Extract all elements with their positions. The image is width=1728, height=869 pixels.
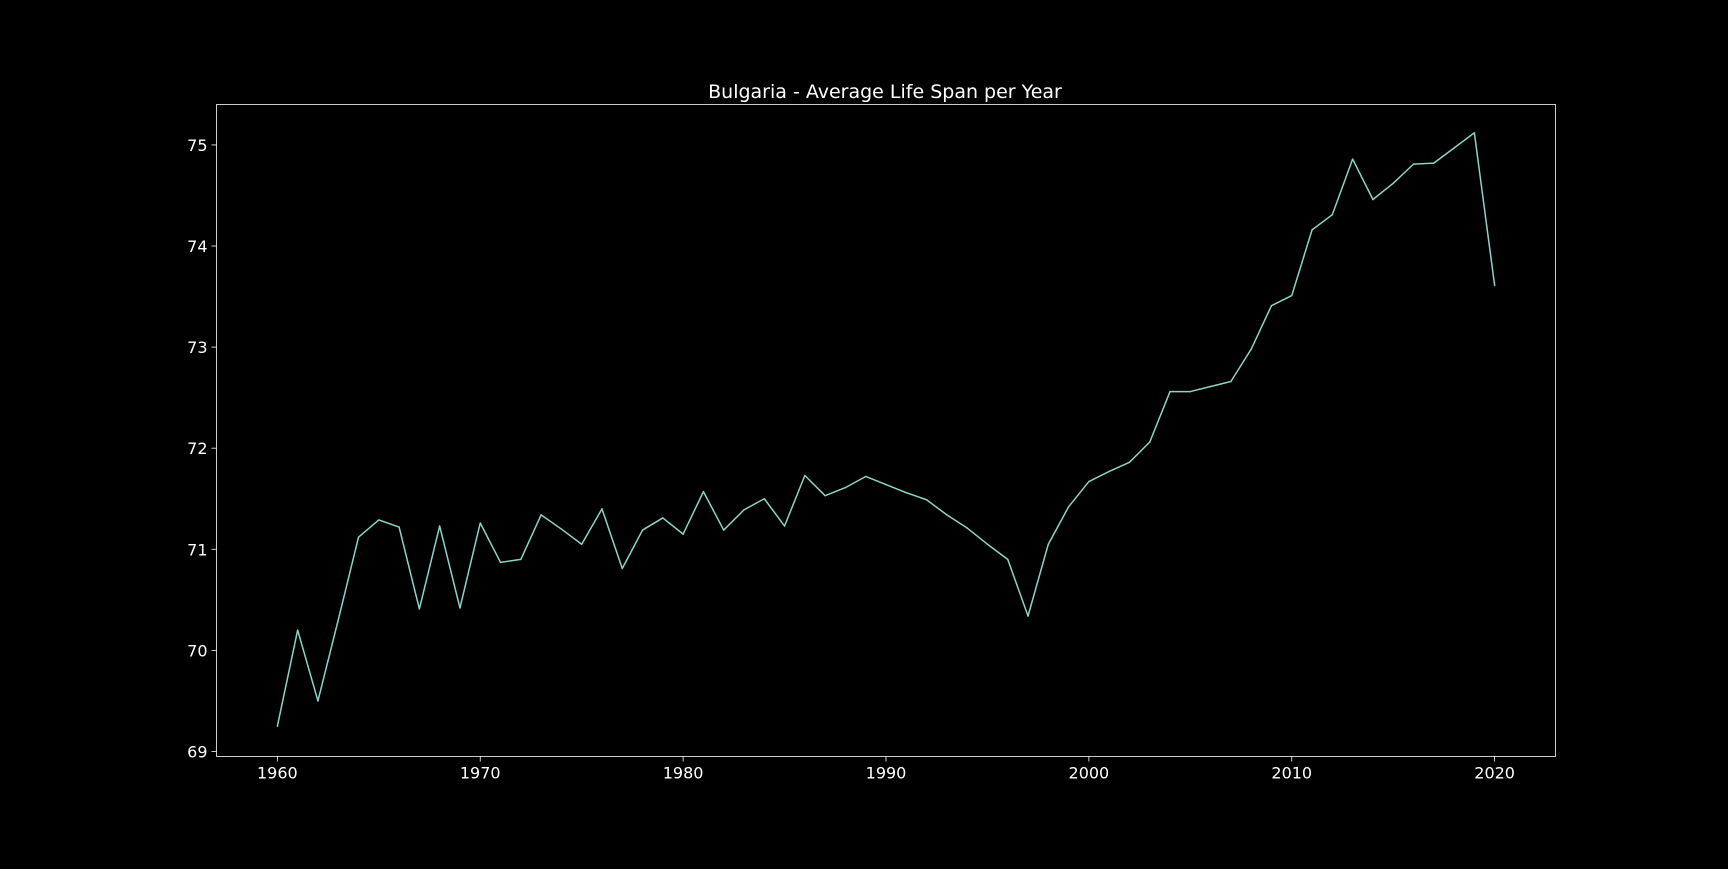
- data-point: [1169, 390, 1171, 393]
- data-point: [885, 483, 887, 486]
- data-point: [418, 608, 421, 610]
- data-point: [844, 486, 847, 489]
- data-point: [1250, 348, 1252, 350]
- data-point: [438, 525, 441, 527]
- data-point: [1067, 506, 1070, 508]
- data-point: [702, 490, 705, 493]
- data-point: [1189, 390, 1192, 393]
- y-tick-label: 71: [187, 540, 207, 559]
- x-tick-label: 1970: [460, 764, 501, 783]
- data-point: [1351, 158, 1354, 160]
- x-tick-label: 1990: [866, 764, 907, 783]
- data-point: [1372, 198, 1374, 201]
- data-point: [986, 543, 989, 545]
- data-point: [1331, 213, 1334, 216]
- y-tick-label: 73: [187, 338, 207, 357]
- data-point: [520, 558, 522, 561]
- data-point: [946, 514, 948, 516]
- data-point: [1209, 385, 1212, 388]
- x-axis: 1960 1970 1980 1990 2000 2010 2020: [257, 756, 1515, 783]
- y-tick-label: 69: [187, 742, 207, 761]
- data-point: [864, 475, 867, 478]
- x-tick-label: 2020: [1474, 764, 1515, 783]
- data-point: [1473, 132, 1476, 134]
- data-point: [743, 509, 745, 511]
- data-point: [1108, 470, 1110, 473]
- data-point: [1392, 182, 1394, 185]
- data-point: [601, 508, 603, 510]
- data-point: [662, 517, 664, 519]
- data-point: [722, 529, 725, 531]
- data-point: [824, 494, 826, 497]
- data-point: [1412, 163, 1415, 165]
- y-tick-label: 70: [187, 641, 207, 660]
- x-tick-label: 2010: [1271, 764, 1312, 783]
- data-point: [1148, 441, 1151, 443]
- data-point: [560, 528, 563, 530]
- data-point: [1311, 229, 1313, 231]
- data-point: [1088, 480, 1090, 483]
- data-point: [1291, 294, 1293, 297]
- y-axis: 69 70 71 72 73 74 75: [187, 136, 217, 761]
- data-point: [1047, 543, 1050, 545]
- data-point: [966, 527, 968, 529]
- y-tick-label: 75: [187, 136, 207, 155]
- data-point: [925, 498, 928, 501]
- x-tick-label: 1960: [257, 764, 298, 783]
- data-point: [1453, 147, 1455, 149]
- data-point: [337, 619, 339, 621]
- x-tick-label: 1980: [663, 764, 704, 783]
- data-point: [459, 607, 461, 609]
- axes-frame: [216, 104, 1556, 757]
- data-point: [1006, 558, 1009, 561]
- data-point: [357, 536, 360, 538]
- data-point: [317, 700, 319, 702]
- data-point: [804, 474, 806, 477]
- data-point: [641, 529, 644, 531]
- data-point: [783, 525, 786, 527]
- series-line: [276, 132, 1496, 727]
- data-point: [1230, 380, 1232, 383]
- data-point: [1027, 615, 1029, 617]
- data-point: [378, 519, 380, 521]
- data-point: [296, 629, 299, 631]
- data-point: [763, 497, 766, 500]
- plot-area: [276, 132, 1496, 727]
- data-point: [1493, 284, 1496, 287]
- data-point: [479, 522, 481, 524]
- chart-title: Bulgaria - Average Life Span per Year: [708, 81, 1062, 103]
- y-tick-label: 72: [187, 439, 207, 458]
- data-point: [499, 561, 502, 564]
- data-point: [682, 533, 684, 535]
- y-tick-label: 74: [187, 237, 207, 256]
- data-point: [1128, 461, 1131, 464]
- data-point: [580, 543, 583, 545]
- data-point: [1270, 304, 1273, 307]
- data-point: [621, 567, 624, 570]
- data-point: [398, 526, 400, 528]
- data-point: [905, 491, 908, 494]
- data-point: [1433, 162, 1435, 164]
- data-point: [540, 514, 542, 516]
- data-point: [276, 725, 279, 727]
- x-tick-label: 2000: [1069, 764, 1110, 783]
